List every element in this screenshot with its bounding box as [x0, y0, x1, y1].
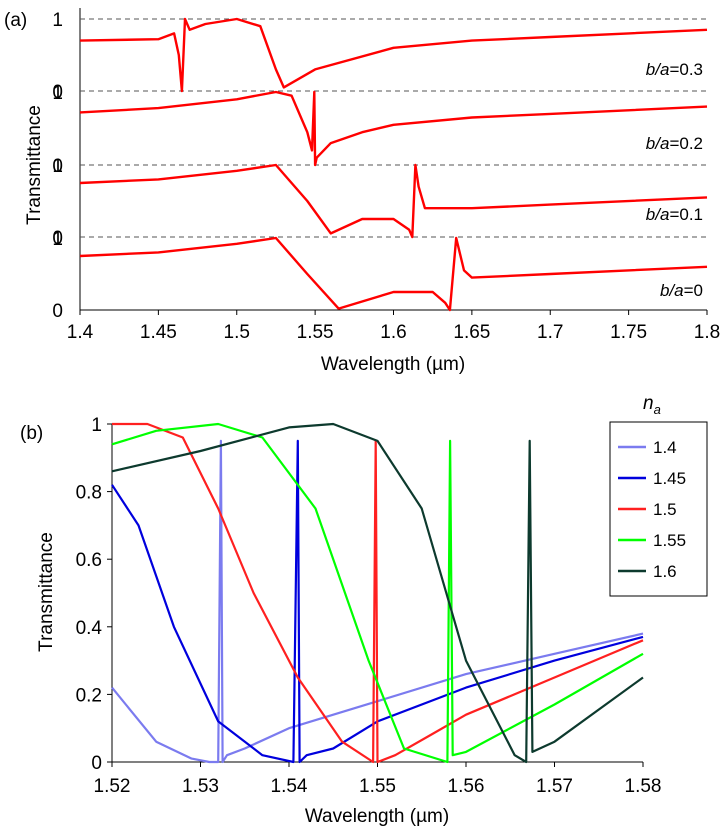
panel-a-x-tick-label: 1.7: [537, 322, 563, 343]
panel-a-series: [79, 17, 708, 312]
panel-b-x-tick-label: 1.53: [182, 776, 219, 797]
legend-item-label: 1.55: [653, 531, 686, 550]
panel-b: (b) Transmittance 1.52 1.53 1.54 1.55 1.56 1.…: [20, 393, 708, 827]
panel-a-series-line: [79, 236, 708, 312]
panel-b-label: (b): [20, 423, 43, 444]
panel-a-series-labels: b/a=0.3b/a=0.2b/a=0.1b/a=0: [646, 60, 703, 300]
legend-title: na: [643, 393, 661, 417]
panel-a-series-label-italic: b/a: [646, 60, 670, 79]
panel-a-series-label-value: =0: [684, 281, 703, 300]
panel-b-x-tick-label: 1.58: [625, 776, 662, 797]
panel-a-y-tick-zero: 0: [52, 301, 63, 322]
panel-b-x-tick-label: 1.55: [359, 776, 396, 797]
panel-b-x-tick-label: 1.54: [271, 776, 308, 797]
panel-a-series-label: b/a=0.2: [646, 134, 703, 153]
panel-a-x-tick-label: 1.65: [453, 322, 490, 343]
panel-b-y-axis-label: Transmittance: [36, 532, 57, 652]
panel-a-series-label-value: =0.1: [669, 205, 703, 224]
panel-a-y-tick-one: 1: [52, 229, 63, 250]
legend-item-label: 1.4: [653, 438, 677, 457]
panel-b-y-tick-label: 0.4: [76, 618, 103, 639]
panel-a-x-tick-label: 1.75: [610, 322, 647, 343]
panel-a-series-line: [79, 90, 708, 167]
panel-a-x-tick-label: 1.45: [140, 322, 177, 343]
panel-b-series-line: [111, 422, 644, 764]
panel-b-series-line: [111, 422, 644, 764]
legend-items: 1.4 1.45 1.5 1.55 1.6: [618, 438, 686, 581]
panel-b-y-ticks: 0 0.2 0.4 0.6 0.8 1: [76, 415, 112, 774]
legend-item-label: 1.45: [653, 469, 686, 488]
panel-a-x-tick-label: 1.6: [380, 322, 406, 343]
panel-a-series-label-italic: b/a: [646, 205, 670, 224]
panel-a-y-tick-zero: 0: [52, 228, 63, 249]
panel-a-label: (a): [4, 10, 27, 31]
panel-a-y-axis-label: Transmittance: [24, 105, 45, 225]
panel-a-series-label: b/a=0.3: [646, 60, 703, 79]
panel-a-baselines: [80, 18, 707, 238]
panel-a-y-tick-one: 1: [52, 156, 63, 177]
panel-a-y-tick-zero: 0: [52, 82, 63, 103]
panel-b-series-line: [112, 422, 644, 764]
legend-title-base: n: [643, 393, 654, 414]
panel-a-series-label-italic: b/a: [660, 281, 684, 300]
panel-a-series-label: b/a=0: [660, 281, 703, 300]
panel-b-y-tick-label: 1: [91, 415, 102, 436]
panel-b-x-tick-label: 1.56: [448, 776, 485, 797]
panel-a-series-line: [79, 163, 708, 239]
panel-b-x-ticks: 1.52 1.53 1.54 1.55 1.56 1.57 1.58: [94, 762, 662, 797]
panel-b-y-tick-label: 0.2: [76, 685, 102, 706]
panel-b-y-tick-label: 0: [91, 753, 102, 774]
panel-a-series-line: [79, 17, 708, 93]
panel-a-x-tick-label: 1.55: [297, 322, 334, 343]
panel-a-x-ticks: 1.4 1.45 1.5 1.55 1.6 1.65 1.7 1.75 1.8: [67, 310, 720, 343]
panel-b-x-tick-label: 1.57: [536, 776, 573, 797]
panel-a-x-tick-label: 1.4: [67, 322, 94, 343]
legend-item-label: 1.6: [653, 562, 677, 581]
panel-b-x-tick-label: 1.52: [94, 776, 131, 797]
panel-a-x-tick-label: 1.8: [694, 322, 720, 343]
panel-b-y-tick-label: 0.8: [76, 483, 102, 504]
legend-title-sub: a: [654, 402, 661, 417]
legend: na 1.4 1.45 1.5 1.55 1.6: [609, 393, 708, 597]
panel-a-y-tick-one: 1: [52, 83, 63, 104]
panel-a-y-tick-zero: 0: [52, 156, 63, 177]
panel-a-x-axis-label: Wavelength (µm): [321, 354, 465, 375]
legend-item-label: 1.5: [653, 500, 677, 519]
panel-a-x-tick-label: 1.5: [224, 322, 250, 343]
panel-b-x-axis-label: Wavelength (µm): [305, 806, 449, 827]
panel-a-y-tick-one: 1: [52, 10, 63, 31]
panel-b-series: [111, 422, 644, 764]
panel-a-series-label: b/a=0.1: [646, 205, 703, 224]
panel-b-y-tick-label: 0.6: [76, 550, 102, 571]
panel-a: (a) Transmittance 1.4 1.45 1.5 1.55 1.6 1.65 1…: [4, 8, 720, 375]
panel-a-series-label-value: =0.2: [669, 134, 703, 153]
panel-a-series-label-value: =0.3: [669, 60, 703, 79]
panel-a-series-label-italic: b/a: [646, 134, 670, 153]
